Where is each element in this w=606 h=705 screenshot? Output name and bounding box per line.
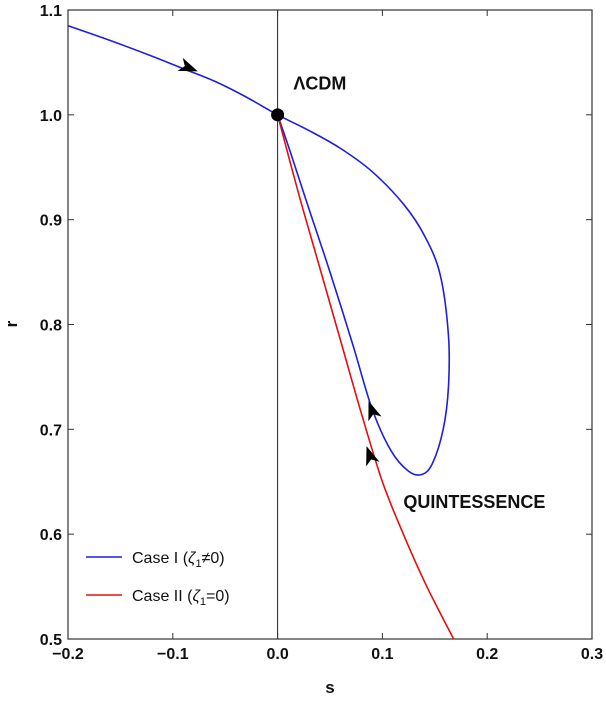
direction-arrow (177, 57, 198, 72)
direction-arrow (366, 446, 380, 467)
y-tick-label: 0.9 (40, 213, 62, 230)
annotation-2: QUINTESSENCE (403, 492, 545, 512)
x-tick-label: 0.0 (266, 646, 288, 663)
x-tick-label: −0.1 (157, 646, 189, 663)
series-line-case-2 (276, 114, 455, 640)
x-axis-label: s (325, 678, 334, 697)
x-tick-label: 0.1 (371, 646, 393, 663)
series-line-case-1 (67, 24, 451, 476)
y-tick-label: 0.5 (40, 632, 62, 649)
legend: Case I (ζ1≠0) Case II (ζ1=0) (86, 550, 230, 608)
y-tick-label: 1.0 (40, 108, 62, 125)
y-tick-label: 0.6 (40, 527, 62, 544)
legend-label-case-2: Case II (ζ1=0) (132, 588, 230, 608)
legend-label-case-1: Case I (ζ1≠0) (132, 550, 225, 570)
plot-frame (67, 9, 593, 640)
direction-arrow (368, 401, 382, 422)
y-tick-label: 1.1 (40, 3, 62, 20)
y-tick-label: 0.7 (40, 422, 62, 439)
y-axis-label: r (2, 320, 21, 327)
x-tick-label: 0.3 (581, 646, 603, 663)
lcdm-point (271, 108, 285, 122)
y-tick-label: 0.8 (40, 318, 62, 335)
annotation-1: ΛCDM (293, 74, 346, 94)
x-tick-label: −0.2 (52, 646, 84, 663)
x-tick-label: 0.2 (476, 646, 498, 663)
